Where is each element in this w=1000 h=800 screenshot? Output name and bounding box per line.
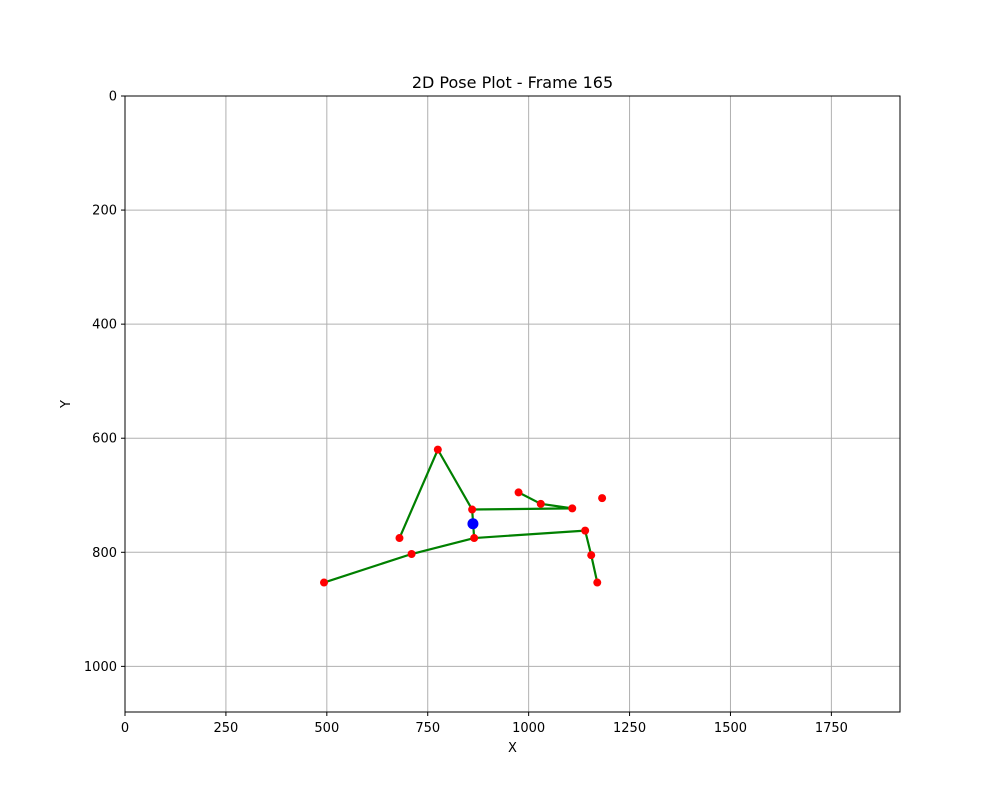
skeleton-bone bbox=[436, 448, 474, 511]
y-tick-label: 600 bbox=[92, 432, 117, 447]
x-tick-label: 500 bbox=[314, 721, 339, 736]
skeleton-bone bbox=[322, 552, 413, 584]
x-tick-label: 1500 bbox=[714, 721, 747, 736]
skeleton-bone bbox=[590, 554, 599, 584]
y-tick-label: 200 bbox=[92, 204, 117, 219]
keypoint-marker bbox=[433, 445, 442, 454]
keypoints bbox=[319, 445, 607, 587]
skeleton-bone bbox=[539, 502, 574, 510]
skeleton-bone bbox=[517, 491, 542, 505]
keypoint-marker bbox=[470, 534, 479, 543]
x-tick-label: 1000 bbox=[512, 721, 545, 736]
y-tick-label: 1000 bbox=[84, 660, 117, 675]
keypoint-marker bbox=[581, 526, 590, 535]
y-axis-title: Y bbox=[59, 400, 74, 409]
grid-lines bbox=[124, 95, 900, 712]
y-tick-label: 0 bbox=[109, 90, 117, 105]
keypoint-marker bbox=[598, 494, 607, 503]
keypoint-marker bbox=[593, 578, 602, 587]
x-tick-label: 250 bbox=[213, 721, 238, 736]
keypoint-marker bbox=[395, 534, 404, 543]
skeleton-bone bbox=[410, 536, 476, 556]
keypoint-marker bbox=[514, 488, 523, 497]
x-tick-label: 750 bbox=[415, 721, 440, 736]
keypoint-marker bbox=[568, 504, 577, 513]
chart-title: 2D Pose Plot - Frame 165 bbox=[412, 73, 613, 92]
x-axis-title: X bbox=[508, 741, 517, 756]
skeleton-bone bbox=[584, 529, 593, 557]
x-tick-label: 0 bbox=[121, 721, 129, 736]
keypoint-marker bbox=[407, 550, 416, 559]
y-tick-label: 800 bbox=[92, 546, 117, 561]
x-tick-label: 1750 bbox=[815, 721, 848, 736]
y-tick-label: 400 bbox=[92, 318, 117, 333]
skeleton-bone bbox=[398, 448, 439, 540]
keypoint-marker bbox=[536, 499, 545, 508]
skeleton-bone bbox=[473, 529, 587, 540]
keypoint-marker bbox=[319, 578, 328, 587]
x-tick-label: 1250 bbox=[613, 721, 646, 736]
skeleton-bone bbox=[471, 507, 574, 511]
axis-ticks: 0 250 500 750 1000 1250 1500 1750 0 200 400 600 800 1… bbox=[84, 90, 848, 737]
skeleton-lines bbox=[322, 448, 599, 584]
keypoint-marker bbox=[587, 551, 596, 560]
plot-frame bbox=[124, 95, 901, 713]
keypoint-marker bbox=[468, 505, 477, 514]
center-point-marker bbox=[467, 518, 479, 530]
